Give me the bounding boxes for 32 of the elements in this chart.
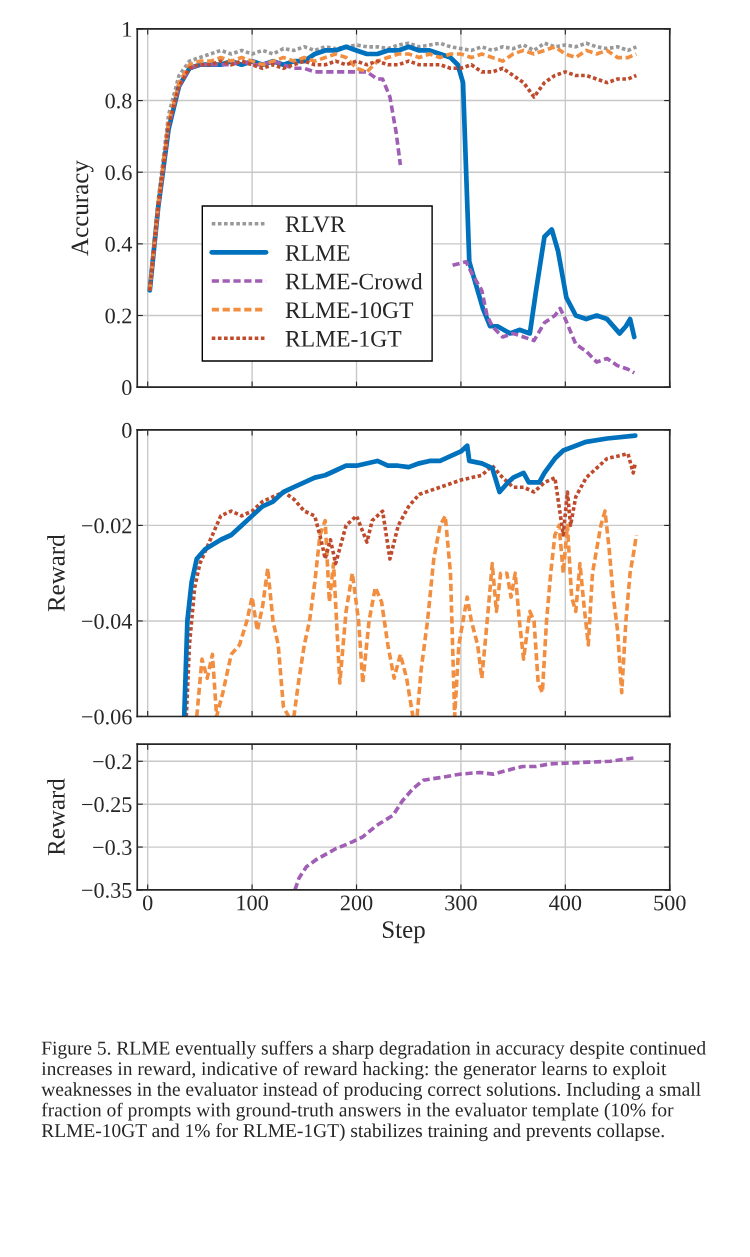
x-axis-title: Step (382, 921, 425, 944)
y-tick-label: 0.4 (105, 236, 133, 252)
x-tick-label: 400 (549, 895, 582, 911)
y-tick-label: 0 (122, 380, 132, 396)
x-tick-label: 0 (142, 895, 153, 911)
y-tick-label: 0.2 (105, 308, 132, 324)
y-tick-label: −0.06 (82, 709, 132, 725)
x-tick-label: 100 (237, 895, 268, 911)
legend-label: RLVR (285, 216, 346, 233)
y-tick-label: 0.6 (105, 165, 132, 181)
y-axis-title: Reward (47, 534, 65, 612)
line-series (293, 756, 637, 890)
caption: Figure 5. RLME eventually suffers a sharp degradation in accuracy despite continued increases in reward, indicative of reward hacking: the generator learns to exploit weaknesses in the evaluator instead of producing correct solutions. Including a small fraction of prompts with ground-truth answers in the evaluator template (10% for RLME-10GT and 1% for RLME-1GT) stabilizes training and prevents collapse. (41, 1040, 706, 1142)
line-series (194, 509, 639, 717)
y-tick-label: 0 (122, 422, 132, 438)
x-tick-label: 300 (445, 895, 477, 911)
y-tick-label: −0.25 (82, 797, 132, 813)
x-tick-label: 200 (340, 895, 373, 911)
y-tick-label: −0.3 (93, 840, 132, 856)
y-tick-label: −0.02 (82, 518, 132, 534)
legend-label: RLME-1GT (285, 330, 402, 347)
legend-label: RLME-Crowd (285, 272, 423, 290)
legend-label: RLME-10GT (285, 302, 414, 319)
legend-label: RLME (285, 245, 350, 261)
y-tick-label: 1 (123, 21, 132, 37)
y-axis-title: Accuracy (71, 160, 94, 256)
y-tick-label: −0.35 (82, 882, 132, 898)
y-tick-label: −0.2 (93, 754, 132, 770)
y-axis-title: Reward (47, 778, 65, 856)
y-tick-label: 0.8 (105, 93, 132, 109)
y-tick-label: −0.04 (82, 613, 133, 629)
x-tick-label: 500 (654, 895, 686, 911)
